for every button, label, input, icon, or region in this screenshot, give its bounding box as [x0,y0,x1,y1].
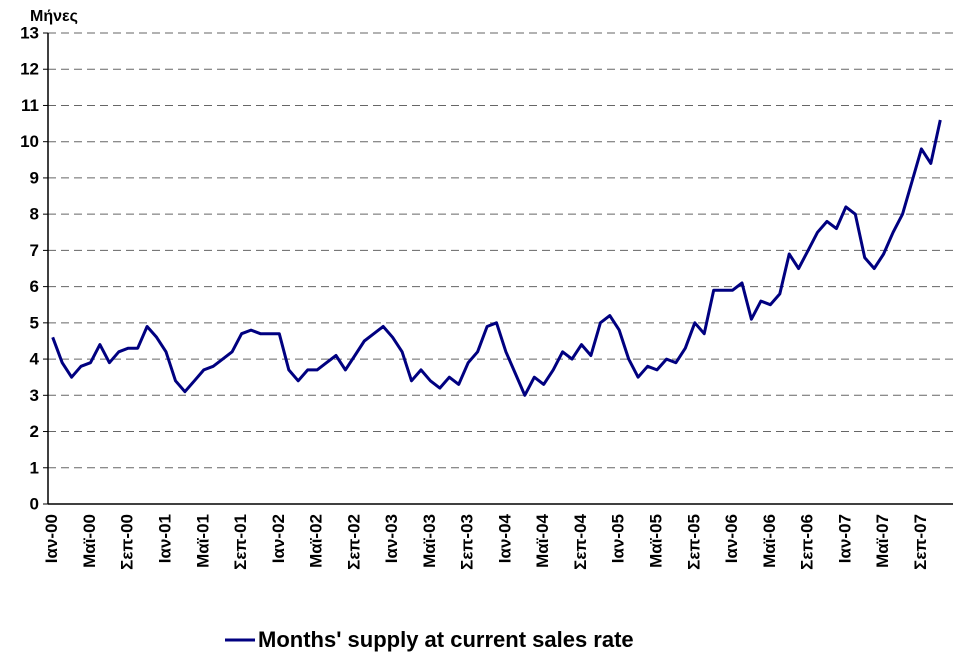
x-tick-label: Ιαν-00 [42,514,61,563]
x-tick-label: Ιαν-04 [495,513,514,563]
y-tick-label: 6 [30,277,39,296]
x-tick-label: Ιαν-06 [722,514,741,563]
legend-label: Months' supply at current sales rate [258,627,634,652]
x-tick-label: Σεπ-02 [344,514,363,570]
x-tick-label: Μαϊ-00 [80,514,99,568]
x-tick-label: Ιαν-02 [269,514,288,563]
x-tick-label: Μαϊ-06 [760,514,779,568]
y-tick-label: 1 [30,458,39,477]
y-tick-label: 4 [30,350,40,369]
x-tick-label: Μαϊ-05 [647,514,666,568]
y-tick-label: 3 [30,386,39,405]
x-tick-label: Σεπ-05 [684,514,703,570]
y-tick-label: 7 [30,241,39,260]
x-tick-label: Σεπ-04 [571,513,590,569]
y-tick-label: 12 [20,60,39,79]
y-tick-label: 2 [30,422,39,441]
x-tick-label: Σεπ-03 [458,514,477,570]
x-tick-label: Ιαν-07 [835,514,854,563]
y-tick-label: 11 [21,96,39,115]
y-tick-label: 0 [30,494,39,513]
x-tick-label: Σεπ-00 [118,514,137,570]
y-tick-label: 10 [20,132,39,151]
x-tick-label: Ιαν-05 [609,514,628,563]
x-tick-label: Μαϊ-02 [307,514,326,568]
x-tick-label: Σεπ-07 [911,514,930,570]
y-tick-label: 9 [30,168,39,187]
y-axis-label: Μήνες [30,8,78,25]
y-tick-label: 13 [20,23,39,42]
x-tick-label: Ιαν-01 [156,514,175,563]
x-tick-label: Μαϊ-04 [533,513,552,567]
x-tick-label: Μαϊ-01 [193,514,212,568]
x-tick-label: Ιαν-03 [382,514,401,563]
x-tick-label: Σεπ-06 [798,514,817,570]
x-tick-label: Μαϊ-07 [873,514,892,568]
data-line [51,119,942,397]
x-tick-label: Μαϊ-03 [420,514,439,568]
y-tick-label: 5 [30,313,39,332]
y-tick-label: 8 [30,205,39,224]
x-tick-label: Σεπ-01 [231,514,250,570]
